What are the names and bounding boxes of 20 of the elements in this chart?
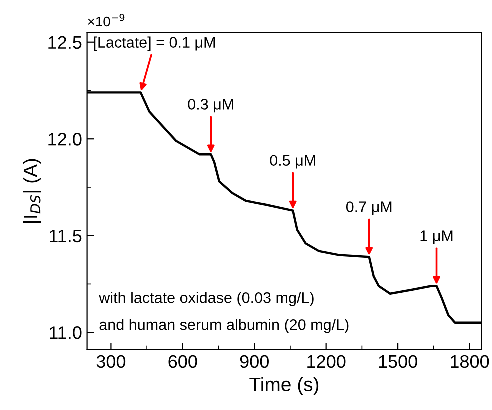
- text: ×10$^{−9}$: [88, 14, 125, 27]
- annotation: 0.3 μM: [188, 99, 234, 113]
- y-tick-label: 11.5: [50, 230, 82, 243]
- y-tick-label: 12.5: [48, 36, 82, 50]
- x-tick-label: 300: [96, 355, 126, 368]
- x-tick-label: 1500: [379, 355, 418, 368]
- x-tick-label: 1200: [308, 355, 346, 368]
- annotation: 0.7 μM: [346, 202, 392, 216]
- y-tick-label: 11.0: [50, 326, 82, 340]
- x-tick-label: 1800: [451, 355, 490, 368]
- y-tick-label: 12.0: [48, 133, 82, 146]
- x-axis-title: Time (s): [250, 377, 319, 396]
- annotation: and human serum albumin (20 mg/L): [100, 319, 349, 334]
- annotation: 1 μM: [420, 230, 453, 244]
- annotation: with lactate oxidase (0.03 mg/L): [99, 292, 314, 306]
- y-axis-title: |I$_{DS}$| (A): [23, 159, 42, 223]
- x-tick-label: 900: [240, 355, 269, 368]
- annotation: 0.5 μM: [270, 155, 316, 169]
- annotation: [Lactate] = 0.1 μM: [94, 36, 215, 52]
- x-tick-label: 600: [168, 355, 198, 368]
